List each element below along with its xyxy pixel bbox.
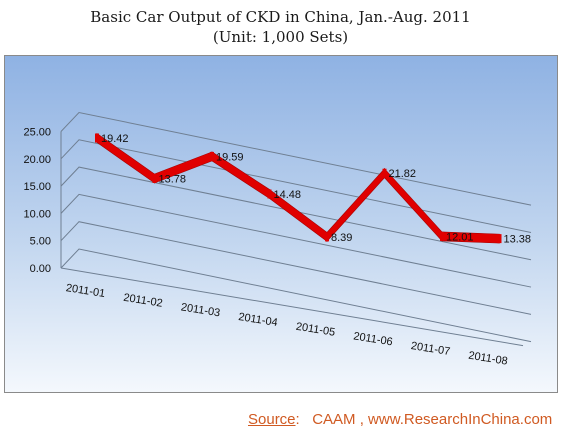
- source-note: Source: CAAM , www.ResearchInChina.com: [248, 411, 553, 428]
- data-point: [152, 173, 157, 183]
- series-segment: [326, 167, 385, 243]
- source-label: Source: [248, 411, 296, 428]
- data-point: [210, 151, 214, 161]
- x-tick-label: 2011-07: [410, 340, 451, 358]
- x-tick-label: 2011-02: [122, 292, 163, 310]
- gridline: [60, 166, 532, 261]
- data-label: 14.48: [274, 189, 302, 201]
- chart-area: 0.00 5.00 10.00 15.00 20.00 25.00 2011-01 2011-…: [4, 55, 558, 393]
- x-tick-label: 2011-01: [65, 282, 106, 300]
- source-text: CAAM , www.ResearchInChina.com: [312, 411, 553, 428]
- chart-title: Basic Car Output of CKD in China, Jan.-A…: [90, 8, 471, 26]
- data-point: [382, 168, 387, 178]
- y-tick-label: 25.00: [23, 127, 51, 139]
- data-point: [440, 231, 444, 241]
- x-tick-label: 2011-04: [237, 311, 278, 329]
- gridline: [60, 193, 532, 288]
- x-tick-label: 2011-06: [352, 330, 393, 348]
- x-axis-line: [60, 267, 524, 347]
- gridline: [60, 248, 532, 343]
- y-tick-label: 10.00: [23, 208, 51, 220]
- x-tick-label: 2011-03: [180, 301, 221, 319]
- x-tick-label: 2011-08: [467, 350, 508, 368]
- data-label: 19.42: [101, 133, 129, 145]
- gridline: [60, 221, 532, 315]
- data-label: 19.59: [216, 151, 244, 163]
- data-label: 13.78: [159, 173, 187, 185]
- data-label: 8.39: [331, 232, 352, 244]
- data-point: [267, 189, 272, 199]
- chart-subtitle: (Unit: 1,000 Sets): [212, 28, 349, 46]
- data-label: 21.82: [389, 168, 417, 180]
- gridline: [60, 139, 532, 233]
- data-label: 13.38: [504, 234, 532, 246]
- data-point: [325, 232, 329, 242]
- y-tick-label: 20.00: [23, 154, 51, 166]
- data-point: [497, 234, 502, 244]
- y-tick-label: 0.00: [30, 263, 51, 275]
- y-tick-label: 15.00: [23, 181, 51, 193]
- data-point: [95, 133, 99, 143]
- line-chart: 0.00 5.00 10.00 15.00 20.00 25.00 2011-01 2011-…: [23, 111, 532, 368]
- data-label: 12.01: [446, 231, 474, 243]
- y-tick-label: 5.00: [30, 236, 51, 248]
- x-tick-label: 2011-05: [295, 321, 336, 339]
